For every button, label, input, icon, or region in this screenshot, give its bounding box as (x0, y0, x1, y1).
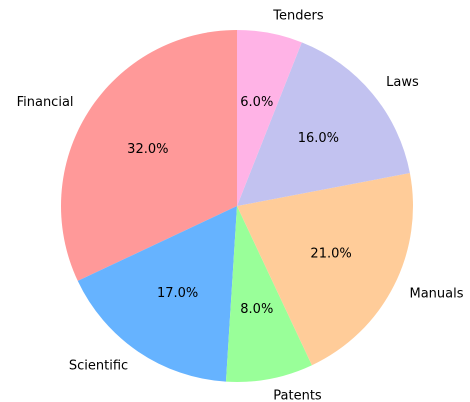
slice-percent: 21.0% (310, 246, 351, 261)
pie-slice (225, 206, 312, 382)
pie-slice (237, 42, 410, 206)
pie-slice (237, 30, 302, 206)
slice-percent: 8.0% (240, 302, 273, 317)
slice-percent: 6.0% (240, 95, 273, 110)
slice-percent: 16.0% (298, 131, 339, 146)
slice-label: Scientific (69, 359, 128, 374)
slice-label: Laws (386, 75, 419, 90)
slice-percent: 32.0% (127, 142, 168, 157)
slice-label: Patents (273, 389, 322, 402)
slice-label: Tenders (272, 8, 324, 23)
pie-slice (77, 206, 237, 382)
pie-slice (237, 173, 414, 366)
slice-label: Financial (17, 95, 74, 110)
slice-percent: 17.0% (157, 286, 198, 301)
pie-slice (60, 30, 237, 281)
slice-label: Manuals (409, 286, 463, 301)
